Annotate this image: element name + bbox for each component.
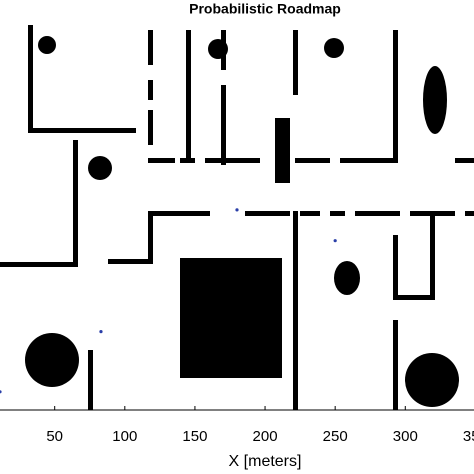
x-tick-label: 300 xyxy=(393,428,418,445)
x-tick-label: 150 xyxy=(182,428,207,445)
chart-title: Probabilistic Roadmap xyxy=(189,1,341,17)
x-tick-label: 50 xyxy=(46,428,63,445)
x-tick-label: 250 xyxy=(323,428,348,445)
sample-point xyxy=(0,390,2,394)
sample-point xyxy=(99,330,103,334)
sample-point xyxy=(333,239,337,243)
x-tick-label: 350 xyxy=(463,428,474,445)
x-tick-label: 200 xyxy=(253,428,278,445)
x-axis-label: X [meters] xyxy=(229,453,302,470)
x-tick-label: 100 xyxy=(112,428,137,445)
map-obstacles xyxy=(0,25,474,410)
sample-point xyxy=(235,208,239,212)
